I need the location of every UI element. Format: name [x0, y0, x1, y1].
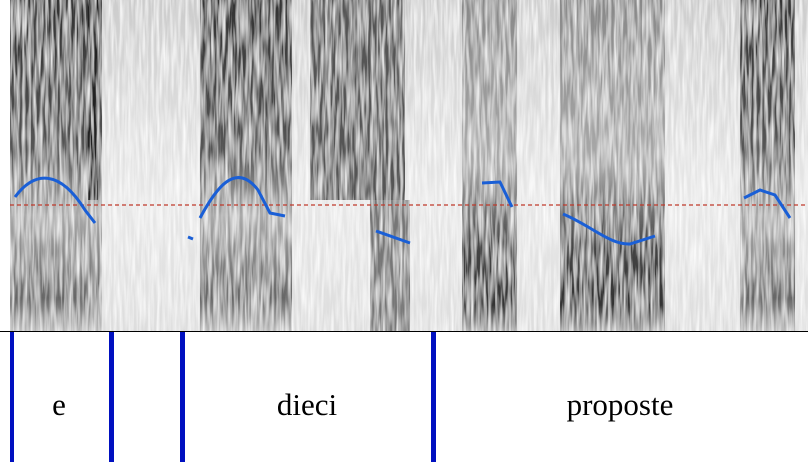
word-label: dieci: [277, 387, 338, 422]
spectrogram: [10, 0, 808, 331]
pitch-contour: [13, 176, 792, 246]
word-label: proposte: [567, 387, 674, 422]
word-label: e: [52, 387, 66, 422]
word-tier: e dieci proposte: [0, 331, 808, 462]
